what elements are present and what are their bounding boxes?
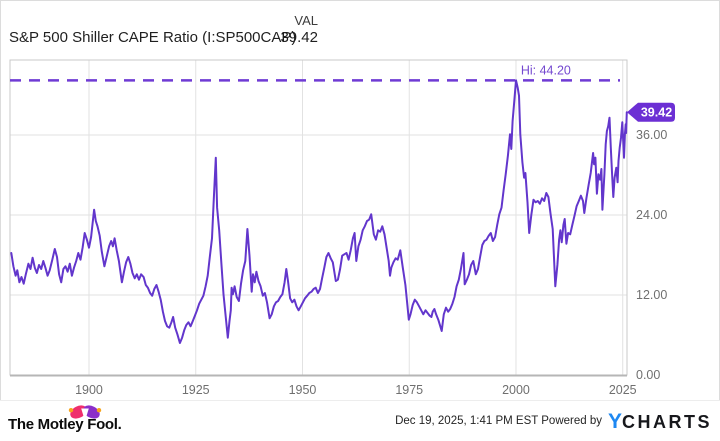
x-tick-label: 1900 [75, 383, 103, 397]
ycharts-wordmark: CHARTS [622, 411, 712, 432]
last-value-badge [627, 102, 675, 122]
y-tick-label: 36.00 [636, 128, 667, 142]
x-tick-label: 2025 [609, 383, 637, 397]
cape-line [10, 79, 628, 344]
cape-chart: Hi: 44.20 36.00 24.00 12.00 0.00 1900 1925 1950… [9, 59, 675, 397]
x-tick-label: 1950 [289, 383, 317, 397]
ycharts-logo[interactable]: Y CHARTS [608, 411, 712, 432]
ycharts-y-mark: Y [607, 409, 622, 433]
x-tick-label: 1925 [182, 383, 210, 397]
timestamp-text: Dec 19, 2025, 1:41 PM EST Powered by [395, 415, 602, 427]
x-tick-label: 1975 [395, 383, 423, 397]
y-tick-label: 0.00 [636, 368, 660, 382]
jester-hat-icon [68, 405, 102, 421]
footer: The Motley Fool. Dec 19, 2025, 1:41 PM E… [0, 400, 720, 441]
hi-label: Hi: 44.20 [521, 63, 571, 77]
val-column-header: VAL [294, 13, 318, 28]
y-tick-label: 12.00 [636, 288, 667, 302]
plot-border [9, 59, 628, 376]
y-tick-label: 24.00 [636, 208, 667, 222]
val-column-value: 39.42 [280, 29, 318, 46]
attribution: Dec 19, 2025, 1:41 PM EST Powered by Y C… [395, 401, 712, 441]
badge-label: 39.42 [641, 106, 672, 120]
motley-fool-logo[interactable]: The Motley Fool. [8, 401, 148, 441]
motley-fool-wordmark: The Motley Fool. [8, 416, 122, 433]
x-tick-label: 2000 [502, 383, 530, 397]
series-title: S&P 500 Shiller CAPE Ratio (I:SP500CAP) [9, 29, 297, 46]
